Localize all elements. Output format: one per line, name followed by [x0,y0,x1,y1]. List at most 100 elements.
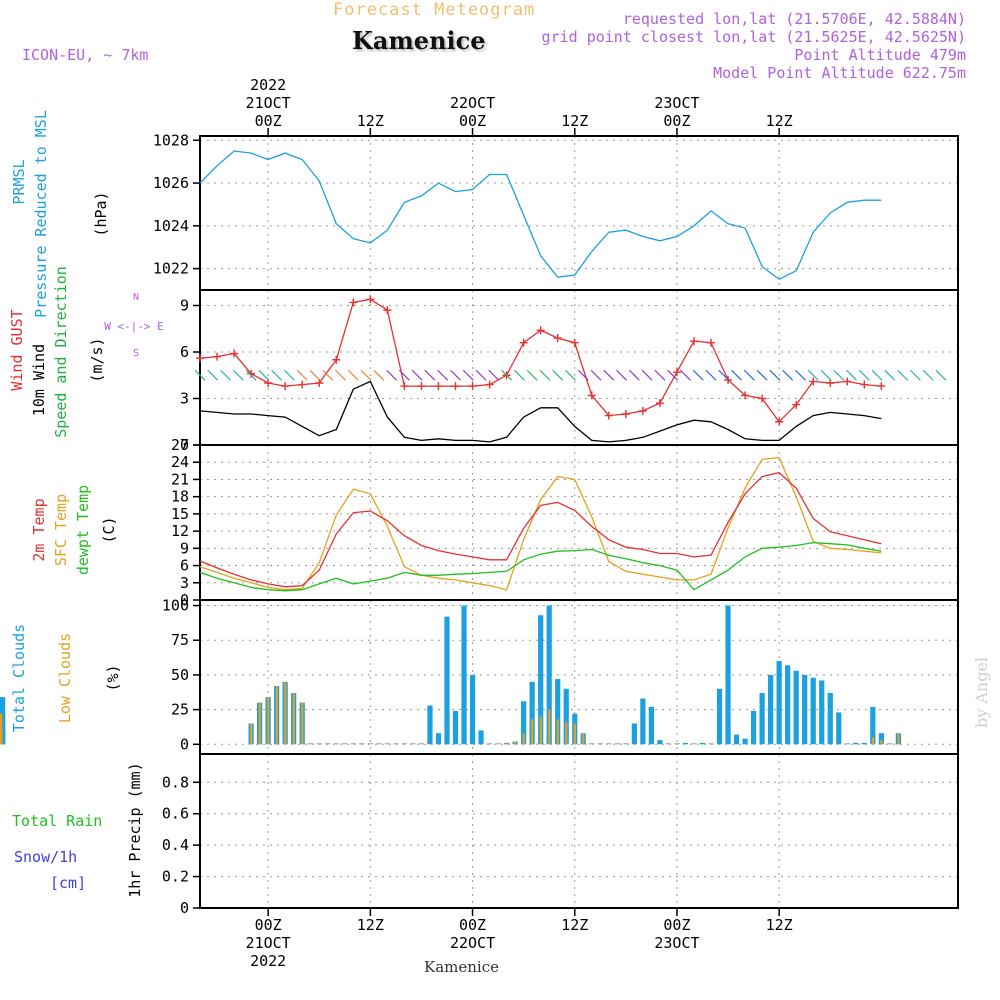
wind-direction-arrow [756,369,768,381]
total-cloud-bar [614,743,620,745]
total-cloud-bar [495,743,501,745]
x-tick-label-bottom: 2022 [250,952,286,970]
wind-direction-arrow [424,369,436,381]
low-cloud-bar [871,737,875,745]
wind-gust-marker [298,380,307,389]
temp-label-unit: (C) [100,516,118,543]
x-tick-label-bottom: 23OCT [654,934,699,952]
y-tick-label: 1022 [153,260,189,278]
low-cloud-bar [539,716,542,745]
location-title: Kamenice [352,26,486,55]
requested-coords: requested lon,lat (21.5706E, 42.5884N) [622,10,966,28]
x-tick-label-top: 00Z [663,112,690,130]
total-cloud-bar [367,743,373,745]
total-cloud-bar [606,743,612,745]
y-tick-label: 0 [180,899,189,917]
wind-direction-arrow [539,369,551,381]
x-tick-label-top: 23OCT [654,94,699,112]
wind-direction-arrow [386,369,398,381]
wind-gust-marker [451,382,460,391]
wind-gust-marker [434,382,443,391]
total-cloud-bar [435,733,442,745]
pressure-label-unit: (hPa) [92,191,110,236]
wind-direction-arrow [871,369,883,381]
low-cloud-bar [514,741,517,745]
y-tick-label: 0.6 [162,805,189,823]
total-cloud-bar [555,679,561,745]
faint-title: Forecast Meteogram [333,0,536,20]
temp-label-sfc: SFC Temp [52,494,70,566]
x-tick-label-bottom: 21OCT [246,934,291,952]
dewpt-temp-line [199,541,882,592]
total-cloud-bar [853,742,859,745]
wind-gust-marker [621,410,630,418]
wind-label-10m: 10m Wind [30,344,48,416]
wind-direction-arrow [884,369,896,381]
temp-label-dewpt: dewpt Temp [74,485,92,575]
total-cloud-bar [350,743,356,745]
wind-direction-arrow [232,369,244,381]
wind-direction-arrow [909,369,921,381]
wind-direction-arrow [437,369,449,381]
low-cloud-bar [880,740,883,745]
x-tick-label-top: 00Z [459,112,486,130]
total-cloud-bar [478,730,484,745]
wind-gust-marker [587,391,596,400]
total-cloud-bar [418,743,425,745]
point-altitude: Point Altitude 479m [794,46,966,64]
y-tick-label: 24 [171,453,189,471]
wind-gust-marker [775,417,784,426]
y-tick-label: 25 [171,701,189,719]
compass-we: W <-|-> E [104,320,164,333]
total-cloud-bar [546,605,552,745]
panel-frame [199,753,959,909]
wind-label-unit: (m/s) [88,337,106,382]
wind-direction-arrow [718,369,730,381]
wind-direction-arrow [373,369,385,381]
cloud-label-low: Low Clouds [56,633,74,723]
total-cloud-bar [623,743,629,745]
wind-direction-arrow [667,369,679,381]
wind-direction-arrow [258,369,270,381]
wind-direction-arrow [628,369,640,381]
low-cloud-bar [292,692,295,745]
total-cloud-bar [802,674,808,745]
y-tick-label: 1028 [153,131,189,149]
wind-direction-arrow [360,369,372,381]
total-cloud-bar [887,743,893,745]
total-cloud-bar [469,674,476,745]
wind-gust-marker [281,382,290,391]
pressure-line [199,150,882,281]
total-cloud-bar [819,680,825,745]
total-cloud-bar [640,698,646,745]
low-cloud-bar [556,719,559,745]
total-cloud-bar [308,743,314,745]
wind-direction-arrow [347,369,359,381]
wind-direction-arrow [475,369,487,381]
low-cloud-bar [258,702,261,745]
x-tick-label-bottom: 12Z [357,916,384,934]
low-cloud-bar [573,723,576,745]
wind-gust-marker [758,394,767,403]
low-cloud-bar [897,733,900,745]
low-cloud-bar [250,723,253,745]
x-tick-label-bottom: 00Z [459,916,486,934]
wind-gust-marker [638,406,647,415]
total-cloud-bar [682,742,689,745]
wind-direction-arrow [501,369,513,381]
total-cloud-bar [538,615,544,745]
wind-gust-marker [536,326,545,335]
total-cloud-bar [750,710,757,745]
wind-gust-marker [383,306,392,315]
wind-direction-arrow [284,369,295,381]
wind-direction-arrow [271,369,283,381]
y-tick-label: 3 [180,390,189,408]
wind-gust-marker [655,399,664,408]
y-tick-label: 27 [171,436,189,454]
wind-gust-marker [213,352,222,361]
wind-direction-arrow [526,369,538,381]
wind-direction-arrow [462,369,474,381]
y-tick-label: 6 [180,343,189,361]
panel-frame [199,135,959,291]
